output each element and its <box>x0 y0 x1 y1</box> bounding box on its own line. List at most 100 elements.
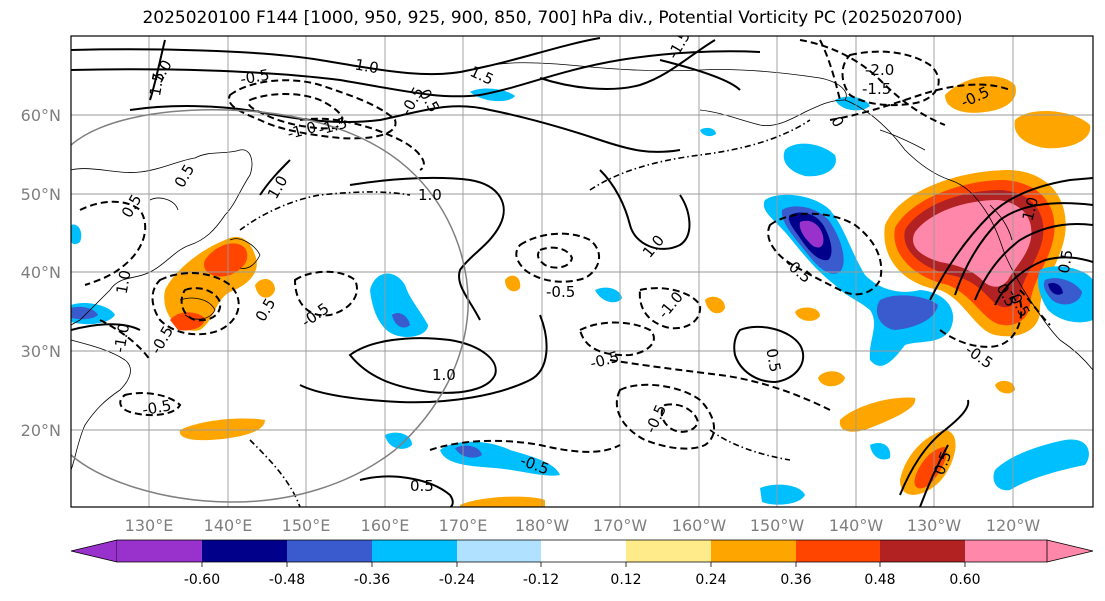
pv-negative-region <box>783 143 836 177</box>
contour-label: 0.5 <box>762 347 784 374</box>
longitude-axis: 130°E 140°E 150°E 160°E 170°E 180°W 170°… <box>125 516 1041 535</box>
pv-positive-region <box>1014 110 1091 149</box>
lat-label: 50°N <box>21 185 61 204</box>
colorbar-segment <box>626 540 711 562</box>
pv-positive-region <box>839 397 916 432</box>
colorbar-segment <box>202 540 287 562</box>
colorbar-segment <box>965 540 1047 562</box>
contour-label: -1.0 <box>654 288 687 322</box>
colorbar-tick-label: 0.12 <box>610 572 641 588</box>
lon-label: 180°W <box>515 516 570 535</box>
pv-negative-region <box>455 445 482 458</box>
contour-label: -0.5 <box>641 402 670 436</box>
pv-negative-region <box>760 484 805 505</box>
colorbar-low-extension <box>70 539 118 563</box>
contour-label: 1.0 <box>113 269 135 296</box>
colorbar-tick-label: 0.36 <box>780 572 811 588</box>
colorbar-segment <box>711 540 796 562</box>
colorbar-tick-label: 0.48 <box>864 572 895 588</box>
colorbar-tick-label: -0.36 <box>354 572 390 588</box>
pv-negative-region <box>993 439 1089 491</box>
latitude-axis: 60°N 50°N 40°N 30°N 20°N <box>21 106 61 440</box>
colorbar-segment <box>541 540 626 562</box>
lon-label: 140°E <box>204 516 253 535</box>
lat-label: 30°N <box>21 342 61 361</box>
colorbar-segment <box>880 540 965 562</box>
pv-negative-region <box>71 224 82 245</box>
contour-label: -0.5 <box>239 66 271 89</box>
colorbar-tick-label: -0.12 <box>523 572 559 588</box>
contours-zero <box>239 119 811 507</box>
pv-positive-region <box>912 200 1032 287</box>
contour-label: -0.5 <box>518 451 552 478</box>
pv-negative-region <box>370 273 428 337</box>
colorbar-tick-label: -0.24 <box>439 572 475 588</box>
pv-positive-region <box>255 278 275 298</box>
pv-negative-region <box>870 442 891 460</box>
colorbar-ticks <box>201 562 966 567</box>
contour-label: -0.5 <box>962 341 996 373</box>
lon-label: 160°W <box>672 516 727 535</box>
colorbar-segment <box>287 540 372 562</box>
pv-fill-layer <box>71 76 1093 507</box>
lon-label: 130°E <box>125 516 174 535</box>
contour-label: 1.0 <box>353 56 380 78</box>
colorbar: -0.60 -0.48 -0.36 -0.24 -0.12 0.12 0.24 … <box>70 539 1094 588</box>
contour-label: -1.0 <box>285 118 318 143</box>
plot-frame <box>70 35 1094 508</box>
colorbar-tick-label: -0.60 <box>184 572 220 588</box>
contour-label: 0.5 <box>171 161 199 191</box>
lat-label: 60°N <box>21 106 61 125</box>
contour-label: 1.5 <box>467 62 496 88</box>
contour-label: 0.5 <box>1055 248 1077 275</box>
pv-positive-region <box>204 243 248 277</box>
pv-negative-region <box>385 432 412 449</box>
pv-positive-region <box>170 312 205 331</box>
colorbar-segment <box>457 540 541 562</box>
contour-label: 1.5 <box>146 71 168 98</box>
lon-label: 160°E <box>361 516 410 535</box>
contour-label: -1.5 <box>862 80 891 98</box>
pv-positive-region <box>705 296 725 314</box>
graticule <box>71 36 1093 507</box>
lon-label: 150°W <box>750 516 805 535</box>
lon-label: 170°E <box>439 516 488 535</box>
pv-negative-region <box>71 306 98 320</box>
contour-label: 1.0 <box>1019 195 1043 223</box>
pv-positive-region <box>818 371 845 387</box>
contour-label: -1.5 <box>316 114 349 139</box>
colorbar-high-extension <box>1046 539 1094 563</box>
lat-label: 20°N <box>21 421 61 440</box>
contours-negative <box>79 39 1051 453</box>
range-circle <box>71 109 469 503</box>
contour-label: -1.0 <box>110 322 133 354</box>
pv-negative-region <box>595 287 622 303</box>
pv-positive-region <box>914 447 947 489</box>
colorbar-segment <box>117 540 202 562</box>
pv-negative-region <box>876 295 938 330</box>
pv-negative-region <box>470 88 515 102</box>
contour-label: 1.0 <box>432 366 456 384</box>
pv-negative-region <box>799 220 824 248</box>
pv-negative-region <box>700 127 716 137</box>
colorbar-segment <box>796 540 880 562</box>
lon-label: 150°E <box>282 516 331 535</box>
pv-positive-region <box>995 380 1015 394</box>
colorbar-segment <box>372 540 457 562</box>
colorbar-tick-label: 0.24 <box>695 572 726 588</box>
pv-positive-region <box>460 496 545 507</box>
contour-label: 1.0 <box>264 172 292 202</box>
pv-positive-region <box>795 307 820 321</box>
pv-negative-region <box>392 313 410 328</box>
contour-label: -2.0 <box>865 61 894 79</box>
lon-label: 140°W <box>829 516 884 535</box>
pv-positive-region <box>505 275 521 292</box>
contour-label: 0 <box>827 113 847 130</box>
pv-positive-region <box>179 418 265 441</box>
contour-label: 0.5 <box>252 295 280 325</box>
lon-label: 170°W <box>593 516 648 535</box>
lon-label: 120°W <box>986 516 1041 535</box>
lon-label: 130°W <box>907 516 962 535</box>
contour-label: 1.0 <box>418 186 442 204</box>
